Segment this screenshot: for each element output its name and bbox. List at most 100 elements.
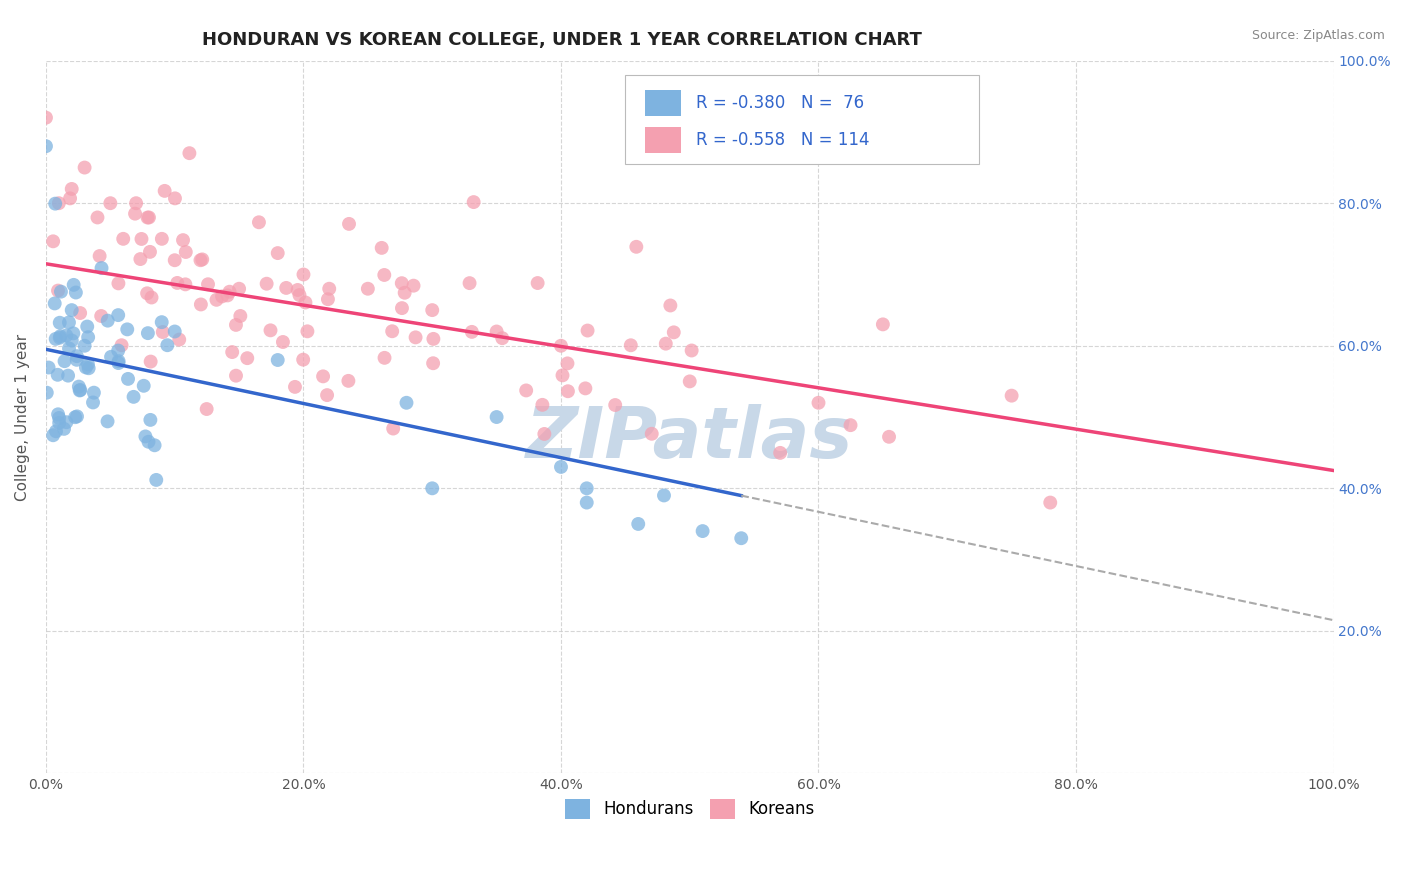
Point [129, 252, 152, 266]
Point [136, 326, 159, 340]
Point [49, 285, 72, 299]
Text: Source: ZipAtlas.com: Source: ZipAtlas.com [1251, 29, 1385, 42]
Point [391, 301, 413, 315]
Point [373, 351, 395, 365]
Point [156, 338, 179, 352]
Point [55, 415, 77, 429]
Point [48, 416, 70, 430]
Point [66, 409, 89, 424]
Point [575, 481, 598, 495]
Point [807, 396, 830, 410]
Point [877, 430, 900, 444]
Point [58, 342, 80, 356]
Point [357, 282, 380, 296]
Point [45, 425, 67, 439]
Point [370, 241, 392, 255]
Point [62, 326, 84, 341]
Point [297, 324, 319, 338]
Point [574, 381, 596, 395]
Point [153, 184, 176, 198]
Point [62, 277, 84, 292]
Point [48, 411, 70, 425]
Point [337, 374, 360, 388]
Point [422, 356, 444, 370]
Point [228, 282, 250, 296]
Point [107, 343, 129, 358]
Point [44, 296, 66, 310]
Point [229, 309, 252, 323]
Point [247, 215, 270, 229]
Text: R = -0.380   N =  76: R = -0.380 N = 76 [696, 94, 865, 112]
Point [395, 396, 418, 410]
Point [557, 384, 579, 399]
Legend: Hondurans, Koreans: Hondurans, Koreans [558, 792, 821, 826]
Point [692, 524, 714, 538]
Point [533, 427, 555, 442]
Point [174, 245, 197, 260]
Point [211, 289, 233, 303]
Point [730, 531, 752, 545]
Point [1039, 495, 1062, 509]
Point [626, 240, 648, 254]
Point [662, 326, 685, 340]
Point [107, 277, 129, 291]
Point [316, 388, 339, 402]
Point [97, 313, 120, 327]
Point [145, 473, 167, 487]
Point [287, 283, 309, 297]
Point [420, 481, 443, 495]
Point [382, 421, 405, 435]
Point [48, 316, 70, 330]
Point [267, 353, 290, 368]
Point [620, 338, 643, 352]
Point [66, 352, 89, 367]
Point [117, 372, 139, 386]
Point [391, 276, 413, 290]
Point [117, 322, 139, 336]
Point [53, 422, 76, 436]
Point [394, 285, 416, 300]
Point [236, 351, 259, 366]
Point [90, 309, 112, 323]
Point [96, 414, 118, 428]
Point [124, 207, 146, 221]
Point [550, 339, 572, 353]
Point [69, 384, 91, 398]
Point [82, 395, 104, 409]
Point [107, 354, 129, 368]
Point [112, 232, 135, 246]
Text: HONDURAN VS KOREAN COLLEGE, UNDER 1 YEAR CORRELATION CHART: HONDURAN VS KOREAN COLLEGE, UNDER 1 YEAR… [202, 31, 922, 49]
Point [381, 324, 404, 338]
Point [373, 268, 395, 282]
Point [191, 252, 214, 267]
Point [58, 315, 80, 329]
Point [557, 356, 579, 370]
Point [551, 368, 574, 383]
Point [485, 325, 508, 339]
Y-axis label: College, Under 1 year: College, Under 1 year [15, 334, 30, 500]
Point [110, 338, 132, 352]
Point [73, 161, 96, 175]
Point [294, 295, 316, 310]
Point [550, 459, 572, 474]
Point [138, 211, 160, 225]
Point [190, 253, 212, 268]
Point [641, 426, 664, 441]
Point [143, 438, 166, 452]
Point [225, 368, 247, 383]
Point [65, 285, 87, 300]
Point [46, 284, 69, 298]
Point [458, 276, 481, 290]
Point [42, 235, 65, 249]
Point [655, 336, 678, 351]
Point [205, 293, 228, 307]
Point [337, 217, 360, 231]
Point [77, 361, 100, 376]
Point [139, 244, 162, 259]
Point [174, 277, 197, 292]
Point [69, 383, 91, 397]
Point [163, 325, 186, 339]
Point [839, 418, 862, 433]
Point [107, 308, 129, 322]
Bar [645, 127, 681, 153]
